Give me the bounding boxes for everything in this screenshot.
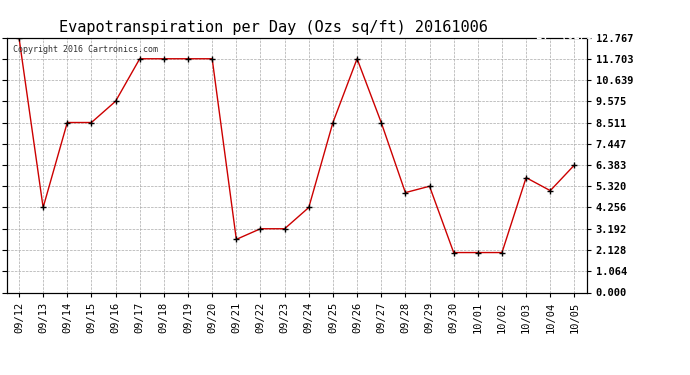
Text: Copyright 2016 Cartronics.com: Copyright 2016 Cartronics.com	[12, 45, 158, 54]
Title: Evapotranspiration per Day (Ozs sq/ft) 20161006: Evapotranspiration per Day (Ozs sq/ft) 2…	[59, 20, 488, 35]
Text: ET  (0z/sq ft): ET (0z/sq ft)	[536, 31, 623, 40]
